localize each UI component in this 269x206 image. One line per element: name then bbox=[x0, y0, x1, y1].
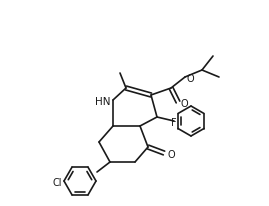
Text: O: O bbox=[167, 149, 175, 159]
Text: F: F bbox=[171, 118, 177, 128]
Text: HN: HN bbox=[95, 97, 111, 107]
Text: O: O bbox=[186, 74, 194, 84]
Text: O: O bbox=[180, 98, 188, 109]
Text: Cl: Cl bbox=[52, 177, 62, 187]
